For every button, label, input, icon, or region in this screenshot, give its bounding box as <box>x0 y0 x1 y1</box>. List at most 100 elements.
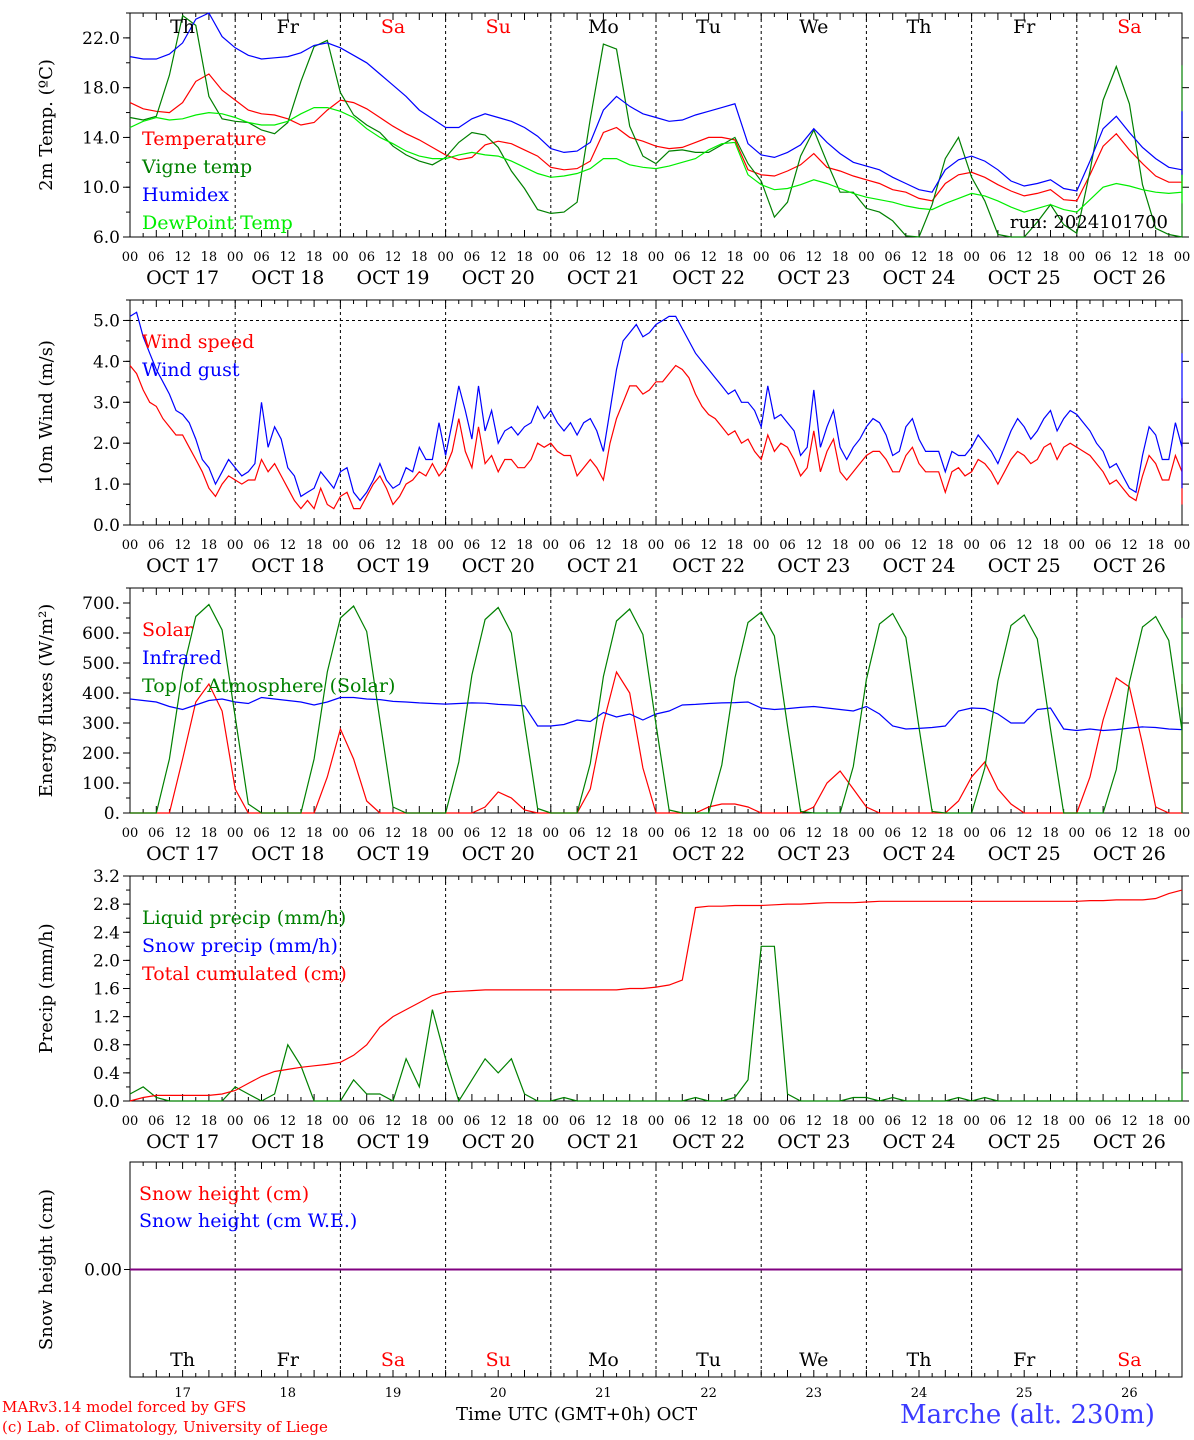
hour-tick-label: 00 <box>1174 1114 1191 1129</box>
hour-tick-label: 18 <box>201 538 218 553</box>
hour-tick-label: 00 <box>963 250 980 265</box>
hour-tick-label: 18 <box>832 250 849 265</box>
y-tick-label: 0.0 <box>93 1092 120 1112</box>
hour-tick-label: 00 <box>227 1114 244 1129</box>
day-number: 25 <box>1016 1386 1033 1401</box>
legend-entry: Snow height (cm) <box>139 1183 309 1205</box>
y-axis-label: Snow height (cm) <box>36 1189 57 1350</box>
hour-tick-label: 18 <box>516 1114 533 1129</box>
legend-entry: Snow precip (mm/h) <box>142 935 338 957</box>
hour-tick-label: 06 <box>674 826 691 841</box>
date-label: OCT 22 <box>672 1131 745 1153</box>
hour-tick-label: 18 <box>727 250 744 265</box>
hour-tick-label: 12 <box>1121 826 1138 841</box>
date-label: OCT 17 <box>146 1131 219 1153</box>
y-tick-label: 2.8 <box>93 895 120 915</box>
day-name-top: Th <box>170 16 195 38</box>
hour-tick-label: 12 <box>1121 250 1138 265</box>
hour-tick-label: 06 <box>358 538 375 553</box>
hour-tick-label: 00 <box>1174 250 1191 265</box>
hour-tick-label: 00 <box>1069 538 1086 553</box>
hour-tick-label: 00 <box>332 538 349 553</box>
hour-tick-label: 06 <box>884 826 901 841</box>
day-name-bottom: Fr <box>1013 1349 1036 1371</box>
hour-tick-label: 06 <box>253 538 270 553</box>
hour-tick-label: 00 <box>122 826 139 841</box>
hour-tick-label: 12 <box>595 1114 612 1129</box>
hour-tick-label: 06 <box>358 1114 375 1129</box>
hour-tick-label: 12 <box>911 1114 928 1129</box>
hour-tick-label: 06 <box>674 1114 691 1129</box>
hour-tick-label: 18 <box>1147 538 1164 553</box>
hour-tick-label: 00 <box>648 1114 665 1129</box>
date-label: OCT 23 <box>777 1131 850 1153</box>
hour-tick-label: 00 <box>1174 538 1191 553</box>
station-title: Marche (alt. 230m) <box>900 1400 1155 1430</box>
hour-tick-label: 12 <box>280 538 297 553</box>
hour-tick-label: 00 <box>122 538 139 553</box>
hour-tick-label: 00 <box>437 1114 454 1129</box>
hour-tick-label: 06 <box>148 826 165 841</box>
hour-tick-label: 18 <box>727 826 744 841</box>
hour-tick-label: 00 <box>858 826 875 841</box>
y-tick-label: 1.6 <box>93 980 120 1000</box>
y-tick-label: 1.0 <box>93 475 120 495</box>
date-label: OCT 21 <box>567 843 640 865</box>
hour-tick-label: 06 <box>358 826 375 841</box>
model-credit: MARv3.14 model forced by GFS <box>2 1398 247 1416</box>
day-number: 18 <box>280 1386 297 1401</box>
hour-tick-label: 12 <box>385 538 402 553</box>
date-label: OCT 20 <box>462 555 535 577</box>
hour-tick-label: 12 <box>490 826 507 841</box>
day-name-top: Tu <box>696 16 721 38</box>
hour-tick-label: 18 <box>832 1114 849 1129</box>
legend-entry: Wind gust <box>142 359 240 381</box>
hour-tick-label: 06 <box>464 826 481 841</box>
y-tick-label: 5.0 <box>93 311 120 331</box>
date-label: OCT 25 <box>988 1131 1061 1153</box>
day-name-top: Sa <box>381 16 405 38</box>
hour-tick-label: 12 <box>1016 538 1033 553</box>
hour-tick-label: 18 <box>832 826 849 841</box>
hour-tick-label: 18 <box>411 826 428 841</box>
hour-tick-label: 00 <box>543 826 560 841</box>
hour-tick-label: 00 <box>858 250 875 265</box>
hour-tick-label: 12 <box>174 826 191 841</box>
date-label: OCT 22 <box>672 267 745 289</box>
hour-tick-label: 06 <box>1095 1114 1112 1129</box>
hour-tick-label: 00 <box>648 538 665 553</box>
panel-3: 0. 100. 200. 300. 400. 500. 600. 700. Energy flu… <box>36 587 1191 865</box>
hour-tick-label: 12 <box>1121 1114 1138 1129</box>
day-number: 22 <box>700 1386 717 1401</box>
day-name-bottom: Th <box>170 1349 195 1371</box>
hour-tick-label: 12 <box>911 250 928 265</box>
hour-tick-label: 00 <box>648 826 665 841</box>
legend-entry: Infrared <box>142 647 222 669</box>
legend-entry: Snow height (cm W.E.) <box>139 1210 357 1232</box>
hour-tick-label: 12 <box>490 250 507 265</box>
hour-tick-label: 00 <box>332 1114 349 1129</box>
date-label: OCT 21 <box>567 555 640 577</box>
panel-1: 6.0 10.0 14.0 18.0 22.0 2m Temp. (ºC) Temperat… <box>36 12 1191 289</box>
hour-tick-label: 06 <box>779 250 796 265</box>
legend-entry: Liquid precip (mm/h) <box>142 907 346 929</box>
hour-tick-label: 12 <box>700 826 717 841</box>
hour-tick-label: 06 <box>569 538 586 553</box>
series-line-total-cumulated-cm- <box>129 889 1183 1102</box>
hour-tick-label: 00 <box>648 250 665 265</box>
day-name-bottom: Sa <box>1117 1349 1141 1371</box>
hour-tick-label: 12 <box>806 826 823 841</box>
day-number: 23 <box>806 1386 823 1401</box>
university-credit: (c) Lab. of Climatology, University of L… <box>2 1418 328 1436</box>
series-line-solar <box>130 670 1183 814</box>
day-number: 19 <box>385 1386 402 1401</box>
hour-tick-label: 18 <box>937 538 954 553</box>
y-tick-label: 6.0 <box>93 228 120 248</box>
panel-5: 0.00 Snow height (cm) Snow height (cm) Snow… <box>36 1161 1183 1378</box>
hour-tick-label: 06 <box>990 538 1007 553</box>
hour-tick-label: 06 <box>674 538 691 553</box>
day-name-bottom: We <box>799 1349 828 1371</box>
hour-tick-label: 00 <box>1174 826 1191 841</box>
hour-tick-label: 00 <box>753 826 770 841</box>
